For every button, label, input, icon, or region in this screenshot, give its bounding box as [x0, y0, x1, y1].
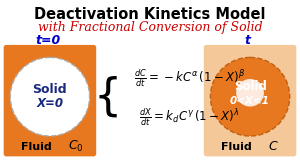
Circle shape — [236, 79, 264, 107]
Text: t: t — [244, 34, 250, 47]
Text: $\frac{dC}{dt}=-kC^{\alpha}\,(1-X)^{\beta}$: $\frac{dC}{dt}=-kC^{\alpha}\,(1-X)^{\bet… — [134, 67, 245, 89]
FancyBboxPatch shape — [205, 46, 296, 156]
Text: $\{$: $\{$ — [93, 74, 118, 119]
Text: Deactivation Kinetics Model: Deactivation Kinetics Model — [34, 7, 266, 22]
Text: Fluid: Fluid — [21, 142, 51, 152]
Text: Solid: Solid — [234, 80, 266, 93]
Text: X=0: X=0 — [36, 97, 63, 110]
Text: $C$: $C$ — [268, 140, 279, 153]
FancyBboxPatch shape — [4, 46, 95, 156]
Text: Fluid: Fluid — [221, 142, 252, 152]
Text: $C_0$: $C_0$ — [68, 139, 84, 154]
Circle shape — [210, 57, 290, 136]
Text: $\frac{dX}{dt}=k_d C^{\gamma}\,(1-X)^{\lambda}$: $\frac{dX}{dt}=k_d C^{\gamma}\,(1-X)^{\l… — [139, 107, 240, 128]
Circle shape — [10, 57, 90, 136]
Text: t=0: t=0 — [35, 34, 61, 47]
Text: 0<X<1: 0<X<1 — [230, 96, 270, 106]
Text: Solid: Solid — [33, 83, 67, 96]
Text: with Fractional Conversion of Solid: with Fractional Conversion of Solid — [38, 21, 262, 35]
